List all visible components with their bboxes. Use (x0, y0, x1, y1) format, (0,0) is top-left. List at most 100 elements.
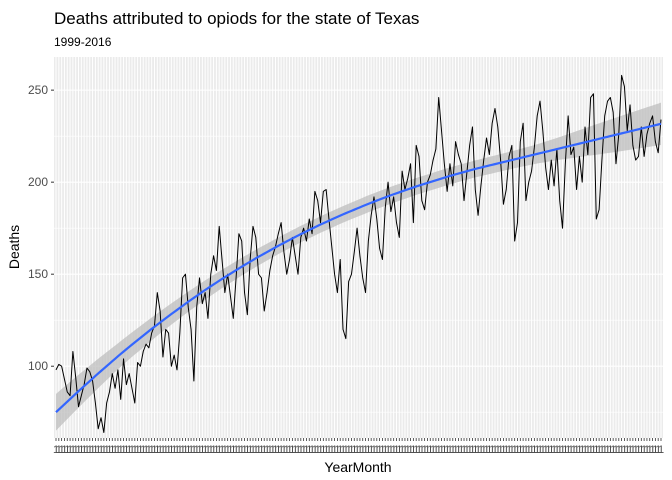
x-tick-label: 1 (126, 444, 132, 456)
x-tick-label: 1 (92, 444, 98, 456)
x-tick-label: 1 (137, 444, 143, 456)
x-tick-label: 1 (402, 444, 408, 456)
x-tick-label: 1 (104, 444, 110, 456)
x-tick-label: 1 (120, 444, 126, 456)
x-tick-label: 1 (571, 444, 577, 456)
x-tick-label: 1 (627, 444, 633, 456)
x-tick-label: 1 (163, 444, 169, 456)
x-tick-label: 1 (568, 444, 574, 456)
x-tick-label: 1 (309, 444, 315, 456)
x-tick-label: 1 (453, 444, 459, 456)
x-tick-label: 1 (447, 444, 453, 456)
x-tick-label: 1 (177, 444, 183, 456)
x-tick-label: 1 (514, 444, 520, 456)
x-tick-label: 1 (455, 444, 461, 456)
x-tick-label: 1 (613, 444, 619, 456)
x-tick-label: 1 (492, 444, 498, 456)
x-tick-label: 1 (233, 444, 239, 456)
x-tick-label: 1 (213, 444, 219, 456)
x-tick-label: 1 (87, 444, 93, 456)
x-tick-label: 1 (621, 444, 627, 456)
x-tick-label: 1 (517, 444, 523, 456)
x-tick-label: 1 (267, 444, 273, 456)
x-tick-label: 1 (70, 444, 76, 456)
x-tick-label: 1 (360, 444, 366, 456)
x-tick-label: 1 (101, 444, 107, 456)
x-tick-label: 1 (59, 444, 65, 456)
x-axis-ticks: 1111111111111111111111111111111111111111… (53, 438, 664, 456)
x-tick-label: 1 (531, 444, 537, 456)
x-tick-label: 1 (143, 444, 149, 456)
x-tick-label: 1 (165, 444, 171, 456)
x-tick-label: 1 (301, 444, 307, 456)
y-tick-label: 100 (28, 359, 48, 373)
x-tick-label: 1 (84, 444, 90, 456)
x-tick-label: 1 (61, 444, 67, 456)
x-tick-label: 1 (205, 444, 211, 456)
x-tick-label: 1 (135, 444, 141, 456)
y-tick-label: 250 (28, 83, 48, 97)
x-tick-label: 1 (438, 444, 444, 456)
x-tick-label: 1 (481, 444, 487, 456)
x-tick-label: 1 (140, 444, 146, 456)
x-tick-label: 1 (98, 444, 104, 456)
x-tick-label: 1 (270, 444, 276, 456)
x-tick-label: 1 (261, 444, 267, 456)
x-tick-label: 1 (557, 444, 563, 456)
x-tick-label: 1 (118, 444, 124, 456)
x-tick-label: 1 (67, 444, 73, 456)
x-tick-label: 1 (430, 444, 436, 456)
x-tick-label: 1 (545, 444, 551, 456)
x-tick-label: 1 (109, 444, 115, 456)
x-tick-label: 1 (396, 444, 402, 456)
x-tick-label: 1 (619, 444, 625, 456)
x-tick-label: 1 (272, 444, 278, 456)
x-tick-label: 1 (562, 444, 568, 456)
x-tick-label: 1 (264, 444, 270, 456)
x-tick-label: 1 (588, 444, 594, 456)
x-tick-label: 1 (607, 444, 613, 456)
x-tick-label: 1 (422, 444, 428, 456)
x-tick-label: 1 (157, 444, 163, 456)
x-tick-label: 1 (323, 444, 329, 456)
x-tick-label: 1 (241, 444, 247, 456)
x-tick-label: 1 (258, 444, 264, 456)
chart-title: Deaths attributed to opiods for the stat… (54, 9, 419, 28)
x-tick-label: 1 (123, 444, 129, 456)
x-tick-label: 1 (53, 444, 59, 456)
x-tick-label: 1 (132, 444, 138, 456)
x-tick-label: 1 (641, 444, 647, 456)
x-tick-label: 1 (315, 444, 321, 456)
x-tick-label: 1 (483, 444, 489, 456)
x-tick-label: 1 (306, 444, 312, 456)
x-tick-label: 1 (168, 444, 174, 456)
x-tick-label: 1 (385, 444, 391, 456)
x-tick-label: 1 (461, 444, 467, 456)
smooth-confidence-band (56, 102, 661, 431)
x-tick-label: 1 (371, 444, 377, 456)
x-tick-label: 1 (354, 444, 360, 456)
x-tick-label: 1 (78, 444, 84, 456)
x-tick-label: 1 (81, 444, 87, 456)
x-tick-label: 1 (498, 444, 504, 456)
x-tick-label: 1 (649, 444, 655, 456)
x-tick-label: 1 (407, 444, 413, 456)
x-tick-label: 1 (326, 444, 332, 456)
x-tick-label: 1 (554, 444, 560, 456)
x-tick-label: 1 (64, 444, 70, 456)
x-tick-label: 1 (548, 444, 554, 456)
x-tick-label: 1 (523, 444, 529, 456)
x-tick-label: 1 (281, 444, 287, 456)
x-tick-label: 1 (106, 444, 112, 456)
x-tick-label: 1 (244, 444, 250, 456)
x-tick-label: 1 (377, 444, 383, 456)
x-tick-label: 1 (472, 444, 478, 456)
x-tick-label: 1 (647, 444, 653, 456)
x-tick-label: 1 (365, 444, 371, 456)
x-tick-label: 1 (495, 444, 501, 456)
x-tick-label: 1 (171, 444, 177, 456)
x-tick-label: 1 (393, 444, 399, 456)
x-tick-label: 1 (551, 444, 557, 456)
x-tick-label: 1 (489, 444, 495, 456)
x-tick-label: 1 (362, 444, 368, 456)
